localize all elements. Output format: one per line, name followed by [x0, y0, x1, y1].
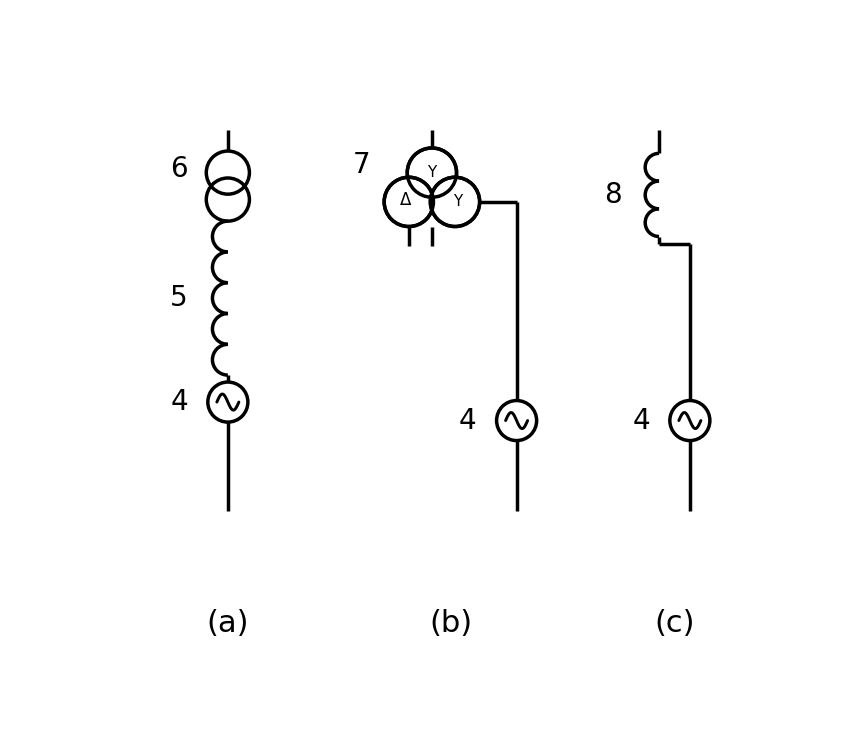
Text: 5: 5 — [170, 284, 188, 312]
Circle shape — [408, 148, 456, 197]
Text: (a): (a) — [207, 608, 249, 638]
Text: Δ: Δ — [400, 191, 411, 209]
Text: 4: 4 — [170, 388, 188, 416]
Circle shape — [431, 177, 480, 227]
Text: 8: 8 — [604, 181, 622, 209]
Text: Y: Y — [427, 165, 437, 180]
Text: 6: 6 — [170, 154, 188, 183]
Text: 4: 4 — [632, 406, 650, 435]
Text: (c): (c) — [654, 608, 694, 638]
Circle shape — [384, 177, 433, 227]
Text: 7: 7 — [352, 151, 370, 179]
Text: (b): (b) — [430, 608, 472, 638]
Text: 4: 4 — [459, 406, 477, 435]
Text: Y: Y — [454, 194, 463, 209]
